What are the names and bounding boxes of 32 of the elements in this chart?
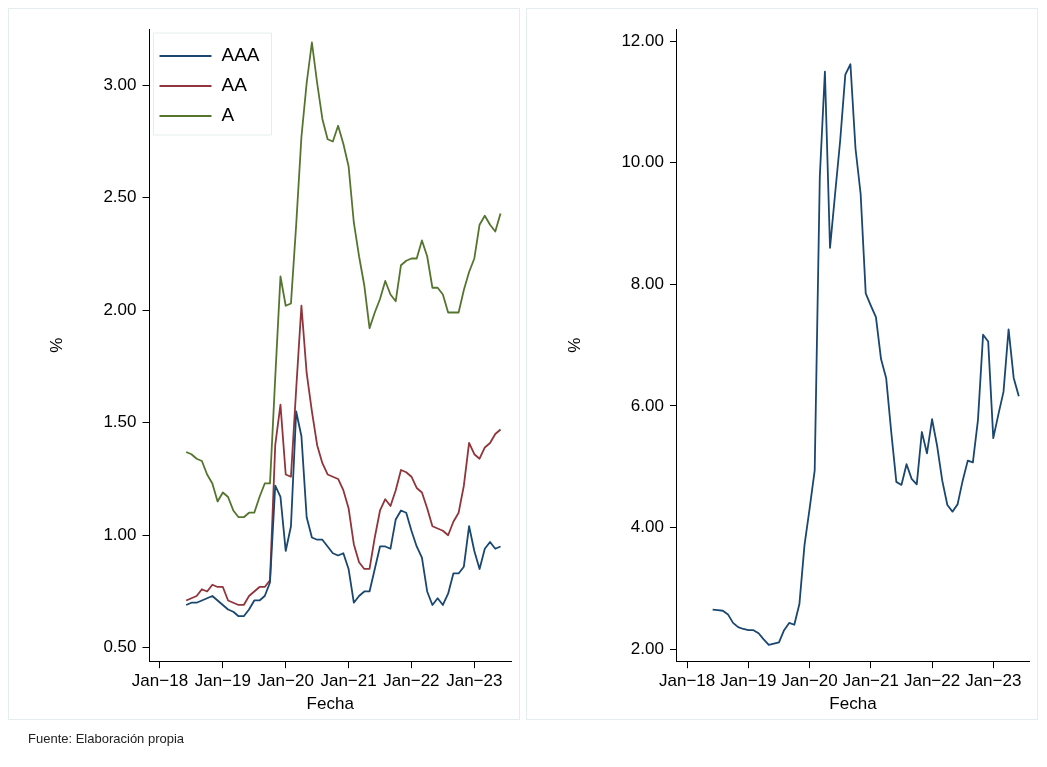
y-tick-label: 2.50 — [103, 187, 137, 207]
y-axis-title: % — [46, 337, 66, 353]
x-tick-label: Jan−20 — [257, 671, 314, 691]
y-tick-label: 1.00 — [103, 524, 137, 544]
legend-label: AAA — [221, 44, 260, 66]
y-tick-label: 10.00 — [621, 152, 664, 172]
y-tick-label: 6.00 — [630, 395, 664, 415]
legend-label: A — [221, 104, 235, 126]
y-tick-label: 1.50 — [103, 412, 137, 432]
x-tick-label: Jan−23 — [446, 671, 503, 691]
y-tick-label: 2.00 — [630, 638, 664, 658]
source-note: Fuente: Elaboración propia — [28, 731, 185, 746]
x-tick-label: Jan−19 — [720, 671, 777, 691]
x-tick-label: Jan−21 — [842, 671, 899, 691]
x-axis-title: Fecha — [829, 694, 878, 714]
x-axis-title: Fecha — [306, 694, 355, 714]
x-tick-label: Jan−22 — [383, 671, 440, 691]
x-tick-label: Jan−21 — [320, 671, 377, 691]
legend-label: AA — [221, 74, 248, 96]
x-tick-label: Jan−18 — [659, 671, 716, 691]
x-tick-label: Jan−20 — [781, 671, 838, 691]
y-tick-label: 4.00 — [630, 517, 664, 537]
y-tick-label: 0.50 — [103, 637, 137, 657]
x-tick-label: Jan−18 — [131, 671, 189, 691]
x-tick-label: Jan−23 — [965, 671, 1022, 691]
y-tick-label: 8.00 — [630, 274, 664, 293]
y-axis-title: % — [564, 337, 584, 353]
y-tick-label: 12.00 — [621, 30, 664, 50]
x-tick-label: Jan−19 — [194, 671, 251, 691]
y-tick-label: 3.00 — [103, 74, 137, 94]
y-tick-label: 2.00 — [103, 299, 137, 319]
x-tick-label: Jan−22 — [903, 671, 961, 691]
